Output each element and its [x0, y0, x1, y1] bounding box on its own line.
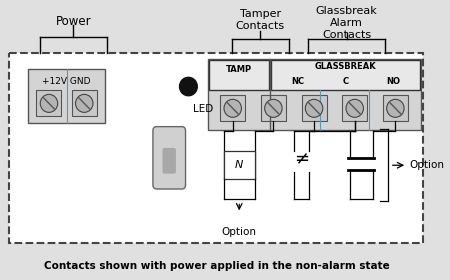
Text: TAMP: TAMP — [226, 65, 252, 74]
Circle shape — [265, 99, 282, 117]
Bar — [224, 151, 255, 179]
Circle shape — [346, 99, 364, 117]
Bar — [207, 59, 420, 130]
Circle shape — [76, 94, 93, 112]
Bar — [28, 69, 105, 123]
Bar — [36, 90, 62, 116]
Bar — [208, 60, 269, 90]
FancyBboxPatch shape — [153, 127, 185, 189]
Text: Power: Power — [55, 15, 91, 28]
Bar — [9, 53, 423, 243]
Text: GLASSBREAK: GLASSBREAK — [315, 62, 376, 71]
FancyBboxPatch shape — [162, 148, 176, 174]
Circle shape — [179, 77, 198, 96]
Bar — [72, 90, 97, 116]
Text: ≠: ≠ — [294, 150, 309, 168]
Text: Option: Option — [409, 160, 444, 170]
Circle shape — [40, 94, 58, 112]
Bar — [261, 95, 286, 121]
Text: +12V GND: +12V GND — [42, 77, 91, 86]
Text: NO: NO — [386, 77, 400, 86]
Text: C: C — [342, 77, 348, 86]
Bar — [383, 95, 408, 121]
Text: Contacts shown with power applied in the non-alarm state: Contacts shown with power applied in the… — [44, 261, 390, 271]
Text: NC: NC — [291, 77, 304, 86]
Text: Option: Option — [222, 227, 257, 237]
Bar — [302, 95, 327, 121]
Circle shape — [306, 99, 323, 117]
Circle shape — [224, 99, 242, 117]
Bar — [342, 95, 367, 121]
Bar — [271, 60, 419, 90]
Bar — [220, 95, 245, 121]
Text: LED: LED — [193, 104, 213, 114]
Text: Tamper
Contacts: Tamper Contacts — [236, 9, 285, 31]
Text: N: N — [235, 160, 243, 170]
Text: Glassbreak
Alarm
Contacts: Glassbreak Alarm Contacts — [316, 6, 378, 39]
Circle shape — [387, 99, 404, 117]
